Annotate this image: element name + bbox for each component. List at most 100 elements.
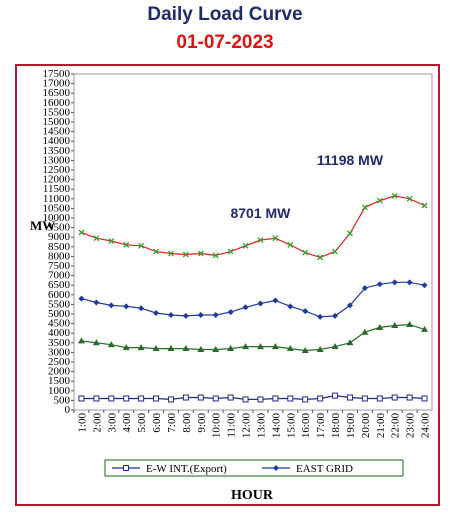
data-point <box>332 392 339 399</box>
y-tick-label: 13500 <box>43 145 71 157</box>
data-point <box>212 346 220 353</box>
series <box>78 392 428 403</box>
legend: E-W INT.(Export) EAST GRID <box>104 459 404 477</box>
data-point <box>421 282 428 289</box>
x-tick-label: 20:00 <box>360 413 372 439</box>
data-point <box>123 395 130 402</box>
y-axis-label: MW <box>30 218 55 233</box>
x-tick-label: 15:00 <box>285 413 297 439</box>
data-point <box>421 325 429 332</box>
annotation: 11198 MW <box>317 152 384 168</box>
x-tick-label: 8:00 <box>181 413 193 433</box>
data-point <box>302 308 309 315</box>
data-point <box>406 195 413 202</box>
data-point <box>197 346 205 353</box>
data-point <box>421 202 428 209</box>
y-tick-label: 16000 <box>43 97 71 109</box>
data-point <box>123 241 130 248</box>
legend-entry: E-W INT.(Export) <box>112 463 227 475</box>
data-point <box>167 396 174 403</box>
y-tick-label: 6000 <box>48 289 71 301</box>
y-tick-label: 15500 <box>43 106 71 118</box>
data-point <box>92 339 100 346</box>
annotation: 8701 MW <box>230 205 291 221</box>
x-tick-label: 16:00 <box>300 413 312 439</box>
x-tick-label: 12:00 <box>241 413 253 439</box>
y-tick-label: 1000 <box>48 385 71 397</box>
x-tick-label: 19:00 <box>345 413 357 439</box>
data-point <box>197 394 204 401</box>
data-point <box>107 341 115 348</box>
data-point <box>212 311 219 318</box>
data-point <box>391 192 398 199</box>
data-point <box>227 248 234 255</box>
data-point <box>346 302 353 309</box>
series <box>78 192 428 261</box>
y-tick-label: 1500 <box>48 375 71 387</box>
data-point <box>332 248 339 255</box>
y-tick-label: 15000 <box>43 116 71 128</box>
y-tick-label: 9500 <box>48 222 71 234</box>
legend-entry: EAST GRID <box>262 463 353 475</box>
x-tick-label: 9:00 <box>196 413 208 433</box>
series <box>78 279 428 320</box>
legend-label: EAST GRID <box>296 463 353 475</box>
data-point <box>287 241 294 248</box>
x-tick-label: 21:00 <box>375 413 387 439</box>
data-point <box>227 345 235 352</box>
data-point <box>287 303 294 310</box>
chart-subtitle: 01-07-2023 <box>176 32 274 53</box>
data-point <box>167 311 174 318</box>
data-point <box>317 313 324 320</box>
x-tick-label: 13:00 <box>255 413 267 439</box>
legend-items: E-W INT.(Export) EAST GRID <box>112 463 353 475</box>
data-point <box>153 395 160 402</box>
data-point <box>108 238 115 244</box>
y-tick-label: 12000 <box>43 174 71 186</box>
data-point <box>242 343 250 350</box>
data-point <box>78 229 85 236</box>
data-point <box>273 465 279 471</box>
y-tick-label: 5000 <box>48 308 71 320</box>
y-tick-label: 13000 <box>43 154 71 166</box>
data-point <box>182 394 189 401</box>
data-point <box>108 302 115 309</box>
data-point <box>167 250 174 257</box>
data-point <box>152 345 160 352</box>
data-point <box>227 309 234 316</box>
x-tick-label: 5:00 <box>136 413 148 433</box>
x-tick-label: 3:00 <box>106 413 118 433</box>
data-point <box>287 395 294 402</box>
data-point <box>153 248 160 255</box>
x-tick-label: 18:00 <box>330 413 342 439</box>
x-axis-label: HOUR <box>231 488 274 503</box>
data-point <box>77 337 85 344</box>
data-point <box>272 235 279 242</box>
data-point <box>376 281 383 288</box>
x-tick-label: 10:00 <box>211 413 223 439</box>
x-tick-label: 14:00 <box>270 413 282 439</box>
y-tick-label: 6500 <box>48 279 71 291</box>
y-axis: 0500100015002000250030003500400045005000… <box>43 68 74 416</box>
y-tick-label: 7500 <box>48 260 71 272</box>
y-tick-label: 0 <box>65 404 71 416</box>
y-tick-label: 14500 <box>43 126 71 138</box>
data-point <box>376 323 384 330</box>
data-point <box>78 295 85 302</box>
data-point <box>406 394 413 401</box>
x-tick-label: 1:00 <box>76 413 88 433</box>
series-line <box>81 323 425 352</box>
data-point <box>78 395 85 402</box>
data-point <box>302 249 309 256</box>
data-point <box>93 235 100 242</box>
data-point <box>361 285 368 292</box>
data-point <box>242 396 249 403</box>
y-tick-label: 4000 <box>48 327 71 339</box>
x-tick-label: 23:00 <box>405 413 417 439</box>
data-point <box>271 343 279 350</box>
data-point <box>122 344 130 351</box>
chart-frame <box>15 64 440 506</box>
series-line <box>81 195 425 259</box>
y-tick-label: 14000 <box>43 135 71 147</box>
